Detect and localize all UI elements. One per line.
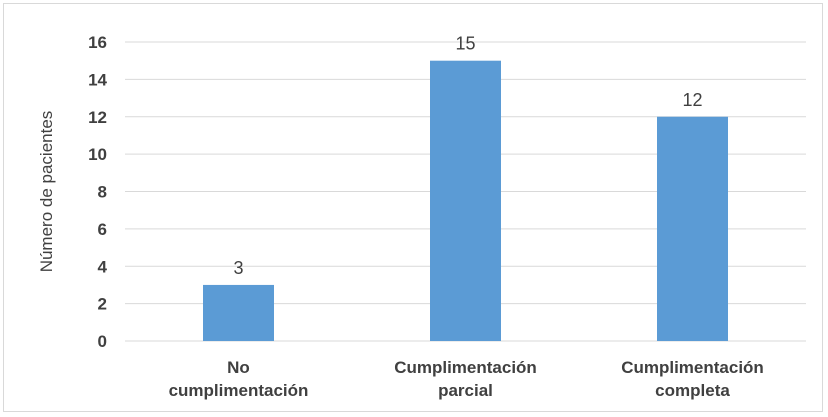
bar <box>203 284 274 341</box>
category-label: cumplimentación <box>169 381 309 400</box>
y-tick-label: 2 <box>98 295 107 314</box>
bar <box>430 60 501 341</box>
data-label: 12 <box>682 90 702 110</box>
category-label: Cumplimentación <box>621 358 764 377</box>
bars <box>203 60 728 341</box>
y-tick-label: 8 <box>98 183 107 202</box>
y-axis-title: Número de pacientes <box>37 111 56 273</box>
category-label: Cumplimentación <box>394 358 537 377</box>
y-tick-label: 6 <box>98 220 107 239</box>
data-label: 15 <box>455 34 475 54</box>
data-label: 3 <box>233 258 243 278</box>
category-labels: No cumplimentación Cumplimentación parcial C… <box>169 358 764 400</box>
y-tick-label: 4 <box>98 257 108 276</box>
y-tick-label: 12 <box>88 108 107 127</box>
y-tick-label: 14 <box>88 70 107 89</box>
category-label: parcial <box>438 381 493 400</box>
y-tick-labels: 0 2 4 6 8 10 12 14 16 <box>88 33 107 351</box>
bar <box>657 116 728 341</box>
category-label: completa <box>655 381 730 400</box>
y-tick-label: 16 <box>88 33 107 52</box>
data-labels: 3 15 12 <box>233 34 702 278</box>
y-tick-label: 10 <box>88 145 107 164</box>
category-label: No <box>227 358 250 377</box>
y-tick-label: 0 <box>98 332 107 351</box>
